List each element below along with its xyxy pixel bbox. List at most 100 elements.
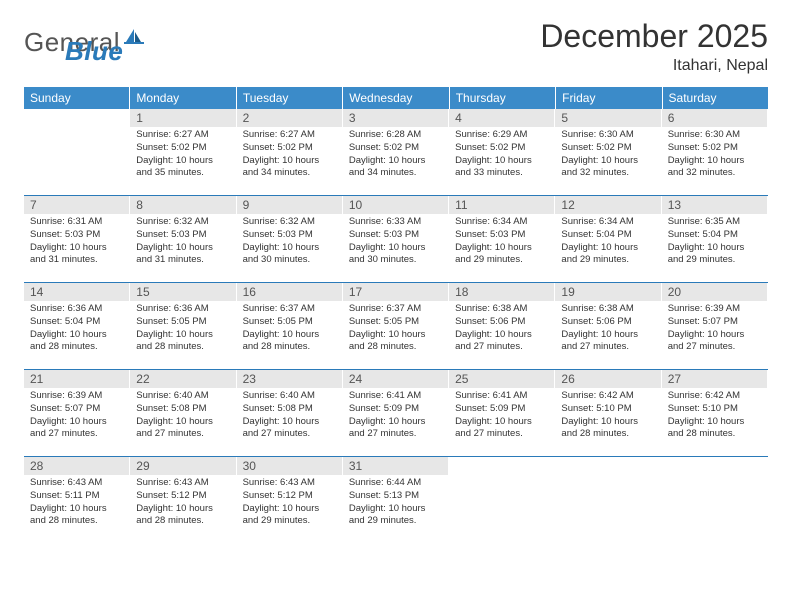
page-header: General Blue December 2025 Itahari, Nepa… bbox=[24, 18, 768, 81]
sunset-line: Sunset: 5:04 PM bbox=[561, 229, 654, 242]
calendar-cell: 30Sunrise: 6:43 AMSunset: 5:12 PMDayligh… bbox=[237, 457, 343, 543]
daylight-line: Daylight: 10 hours and 28 minutes. bbox=[136, 329, 229, 355]
calendar-cell: 4Sunrise: 6:29 AMSunset: 5:02 PMDaylight… bbox=[449, 109, 555, 195]
day-number: 15 bbox=[130, 283, 235, 301]
day-number: 2 bbox=[237, 109, 342, 127]
day-number: 16 bbox=[237, 283, 342, 301]
daylight-line: Daylight: 10 hours and 29 minutes. bbox=[455, 242, 548, 268]
sunset-line: Sunset: 5:03 PM bbox=[349, 229, 442, 242]
sunrise-line: Sunrise: 6:37 AM bbox=[243, 303, 336, 316]
daylight-line: Daylight: 10 hours and 28 minutes. bbox=[668, 416, 761, 442]
calendar-cell: 5Sunrise: 6:30 AMSunset: 5:02 PMDaylight… bbox=[555, 109, 661, 195]
sunrise-line: Sunrise: 6:43 AM bbox=[136, 477, 229, 490]
daylight-line: Daylight: 10 hours and 30 minutes. bbox=[349, 242, 442, 268]
calendar-cell: 28Sunrise: 6:43 AMSunset: 5:11 PMDayligh… bbox=[24, 457, 130, 543]
sunset-line: Sunset: 5:02 PM bbox=[349, 142, 442, 155]
day-of-week-cell: Monday bbox=[130, 87, 236, 109]
month-title: December 2025 bbox=[540, 18, 768, 55]
sunrise-line: Sunrise: 6:32 AM bbox=[136, 216, 229, 229]
daylight-line: Daylight: 10 hours and 33 minutes. bbox=[455, 155, 548, 181]
sunrise-line: Sunrise: 6:42 AM bbox=[668, 390, 761, 403]
calendar-cell: 1Sunrise: 6:27 AMSunset: 5:02 PMDaylight… bbox=[130, 109, 236, 195]
cell-body: Sunrise: 6:39 AMSunset: 5:07 PMDaylight:… bbox=[24, 388, 129, 445]
day-number: 19 bbox=[555, 283, 660, 301]
sunrise-line: Sunrise: 6:36 AM bbox=[30, 303, 123, 316]
cell-body: Sunrise: 6:33 AMSunset: 5:03 PMDaylight:… bbox=[343, 214, 448, 271]
sunset-line: Sunset: 5:08 PM bbox=[136, 403, 229, 416]
sunset-line: Sunset: 5:11 PM bbox=[30, 490, 123, 503]
day-number: 6 bbox=[662, 109, 767, 127]
sunset-line: Sunset: 5:05 PM bbox=[243, 316, 336, 329]
sunrise-line: Sunrise: 6:28 AM bbox=[349, 129, 442, 142]
cell-body: Sunrise: 6:42 AMSunset: 5:10 PMDaylight:… bbox=[555, 388, 660, 445]
calendar-cell bbox=[555, 457, 661, 543]
cell-body: Sunrise: 6:38 AMSunset: 5:06 PMDaylight:… bbox=[555, 301, 660, 358]
calendar-cell: 23Sunrise: 6:40 AMSunset: 5:08 PMDayligh… bbox=[237, 370, 343, 456]
sunset-line: Sunset: 5:08 PM bbox=[243, 403, 336, 416]
sunset-line: Sunset: 5:02 PM bbox=[243, 142, 336, 155]
sunset-line: Sunset: 5:07 PM bbox=[30, 403, 123, 416]
sunset-line: Sunset: 5:05 PM bbox=[349, 316, 442, 329]
calendar-cell: 12Sunrise: 6:34 AMSunset: 5:04 PMDayligh… bbox=[555, 196, 661, 282]
day-of-week-header: SundayMondayTuesdayWednesdayThursdayFrid… bbox=[24, 87, 768, 109]
brand-logo: General Blue bbox=[24, 18, 123, 67]
sunrise-line: Sunrise: 6:29 AM bbox=[455, 129, 548, 142]
sunrise-line: Sunrise: 6:44 AM bbox=[349, 477, 442, 490]
calendar-cell: 6 Sunrise: 6:30 AMSunset: 5:02 PMDaylight… bbox=[662, 109, 768, 195]
day-number: 18 bbox=[449, 283, 554, 301]
calendar-cell: 26Sunrise: 6:42 AMSunset: 5:10 PMDayligh… bbox=[555, 370, 661, 456]
sunset-line: Sunset: 5:02 PM bbox=[668, 142, 761, 155]
cell-body: Sunrise: 6:30 AMSunset: 5:02 PMDaylight:… bbox=[555, 127, 660, 184]
cell-body: Sunrise: 6:28 AMSunset: 5:02 PMDaylight:… bbox=[343, 127, 448, 184]
calendar-cell: 31Sunrise: 6:44 AMSunset: 5:13 PMDayligh… bbox=[343, 457, 449, 543]
sunrise-line: Sunrise: 6:27 AM bbox=[136, 129, 229, 142]
day-number: 5 bbox=[555, 109, 660, 127]
calendar-page: General Blue December 2025 Itahari, Nepa… bbox=[0, 0, 792, 561]
calendar-cell: 25Sunrise: 6:41 AMSunset: 5:09 PMDayligh… bbox=[449, 370, 555, 456]
calendar-cell: 10Sunrise: 6:33 AMSunset: 5:03 PMDayligh… bbox=[343, 196, 449, 282]
day-number: 29 bbox=[130, 457, 235, 475]
sunset-line: Sunset: 5:04 PM bbox=[668, 229, 761, 242]
daylight-line: Daylight: 10 hours and 27 minutes. bbox=[561, 329, 654, 355]
calendar-cell: 13Sunrise: 6:35 AMSunset: 5:04 PMDayligh… bbox=[662, 196, 768, 282]
daylight-line: Daylight: 10 hours and 27 minutes. bbox=[455, 329, 548, 355]
sunset-line: Sunset: 5:13 PM bbox=[349, 490, 442, 503]
day-number: 7 bbox=[24, 196, 129, 214]
sunset-line: Sunset: 5:10 PM bbox=[668, 403, 761, 416]
calendar-cell bbox=[449, 457, 555, 543]
calendar-cell: 29Sunrise: 6:43 AMSunset: 5:12 PMDayligh… bbox=[130, 457, 236, 543]
day-number: 9 bbox=[237, 196, 342, 214]
cell-body: Sunrise: 6:37 AMSunset: 5:05 PMDaylight:… bbox=[343, 301, 448, 358]
calendar-cell: 2Sunrise: 6:27 AMSunset: 5:02 PMDaylight… bbox=[237, 109, 343, 195]
day-number: 25 bbox=[449, 370, 554, 388]
sunset-line: Sunset: 5:06 PM bbox=[455, 316, 548, 329]
cell-body: Sunrise: 6:29 AMSunset: 5:02 PMDaylight:… bbox=[449, 127, 554, 184]
cell-body: Sunrise: 6:34 AMSunset: 5:04 PMDaylight:… bbox=[555, 214, 660, 271]
daylight-line: Daylight: 10 hours and 32 minutes. bbox=[668, 155, 761, 181]
calendar-week: 28Sunrise: 6:43 AMSunset: 5:11 PMDayligh… bbox=[24, 457, 768, 543]
day-number: 27 bbox=[662, 370, 767, 388]
calendar-cell: 9Sunrise: 6:32 AMSunset: 5:03 PMDaylight… bbox=[237, 196, 343, 282]
sunset-line: Sunset: 5:02 PM bbox=[455, 142, 548, 155]
sunrise-line: Sunrise: 6:30 AM bbox=[561, 129, 654, 142]
cell-body: Sunrise: 6:37 AMSunset: 5:05 PMDaylight:… bbox=[237, 301, 342, 358]
daylight-line: Daylight: 10 hours and 34 minutes. bbox=[349, 155, 442, 181]
day-number bbox=[662, 457, 767, 461]
cell-body: Sunrise: 6:32 AMSunset: 5:03 PMDaylight:… bbox=[130, 214, 235, 271]
daylight-line: Daylight: 10 hours and 32 minutes. bbox=[561, 155, 654, 181]
day-of-week-cell: Saturday bbox=[663, 87, 768, 109]
sunset-line: Sunset: 5:03 PM bbox=[30, 229, 123, 242]
calendar-cell: 19Sunrise: 6:38 AMSunset: 5:06 PMDayligh… bbox=[555, 283, 661, 369]
sunrise-line: Sunrise: 6:30 AM bbox=[668, 129, 761, 142]
title-block: December 2025 Itahari, Nepal bbox=[540, 18, 768, 75]
sunset-line: Sunset: 5:10 PM bbox=[561, 403, 654, 416]
sunset-line: Sunset: 5:02 PM bbox=[561, 142, 654, 155]
day-number: 26 bbox=[555, 370, 660, 388]
calendar-week: 7Sunrise: 6:31 AMSunset: 5:03 PMDaylight… bbox=[24, 196, 768, 283]
daylight-line: Daylight: 10 hours and 29 minutes. bbox=[561, 242, 654, 268]
sunrise-line: Sunrise: 6:41 AM bbox=[349, 390, 442, 403]
calendar-week: 21Sunrise: 6:39 AMSunset: 5:07 PMDayligh… bbox=[24, 370, 768, 457]
calendar-cell: 18Sunrise: 6:38 AMSunset: 5:06 PMDayligh… bbox=[449, 283, 555, 369]
sunrise-line: Sunrise: 6:32 AM bbox=[243, 216, 336, 229]
daylight-line: Daylight: 10 hours and 27 minutes. bbox=[136, 416, 229, 442]
